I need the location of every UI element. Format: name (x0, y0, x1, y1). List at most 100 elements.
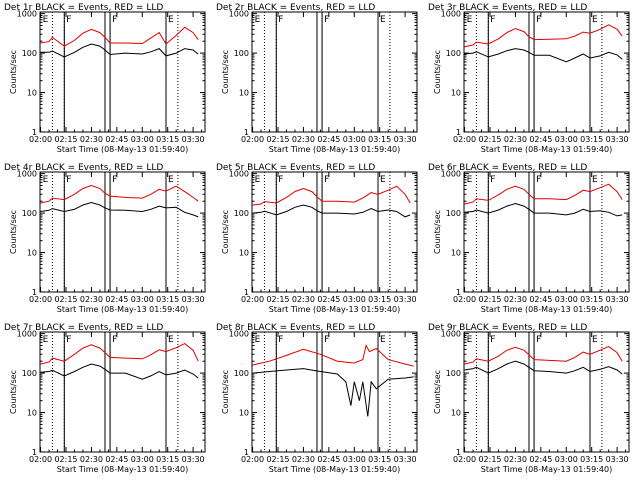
x-tick-label: 02:00 (241, 295, 264, 304)
x-axis-label: Start Time (08-May-13 01:59:40) (57, 465, 188, 474)
x-axis-label: Start Time (08-May-13 01:59:40) (57, 305, 188, 314)
flag-marker: F (112, 335, 117, 345)
events-series-line (252, 368, 414, 417)
detector-panel-3: Det 3r BLACK = Events, RED = LLD 1 10 100 10… (428, 3, 630, 154)
y-tick-label: 1 (244, 128, 249, 137)
x-axis-label: Start Time (08-May-13 01:59:40) (481, 305, 612, 314)
x-tick-label: 02:45 (317, 295, 340, 304)
y-tick-label: 1 (456, 288, 461, 297)
x-tick-label: 02:45 (529, 455, 552, 464)
x-tick-label: 03:30 (606, 455, 629, 464)
x-tick-label: 03:30 (182, 295, 205, 304)
x-tick-label: 02:45 (105, 455, 128, 464)
flag-marker: E (380, 175, 386, 185)
x-tick-label: 03:00 (131, 135, 154, 144)
x-tick-label: 02:30 (80, 295, 103, 304)
detector-panel-1: Det 1r BLACK = Events, RED = LLD 1 10 100 10… (4, 3, 206, 154)
x-tick-label: 02:15 (478, 295, 501, 304)
flag-marker: E (255, 175, 261, 185)
x-tick-label: 02:00 (453, 295, 476, 304)
x-tick-label: 02:15 (266, 135, 289, 144)
flag-marker: E (380, 15, 386, 25)
x-tick-label: 02:30 (292, 135, 315, 144)
flag-marker: E (43, 15, 49, 25)
panel-title: Det 5r BLACK = Events, RED = LLD (216, 163, 375, 173)
y-axis-label: Counts/sec (221, 210, 230, 254)
x-tick-label: 03:00 (555, 455, 578, 464)
flag-marker: F (324, 15, 329, 25)
flag-marker: F (536, 175, 541, 185)
x-tick-label: 02:15 (54, 295, 77, 304)
y-axis-label: Counts/sec (433, 50, 442, 94)
flag-marker: E (255, 335, 261, 345)
x-tick-label: 02:30 (292, 455, 315, 464)
y-tick-label: 1 (32, 128, 37, 137)
events-series-line (40, 363, 199, 380)
y-tick-label: 10 (451, 409, 461, 418)
x-tick-label: 02:00 (241, 455, 264, 464)
events-series-line (252, 204, 411, 218)
x-tick-label: 02:00 (241, 135, 264, 144)
x-tick-label: 02:00 (29, 135, 52, 144)
x-tick-label: 02:00 (453, 135, 476, 144)
y-tick-label: 10 (451, 249, 461, 258)
x-tick-label: 03:00 (555, 135, 578, 144)
plot-frame (251, 11, 418, 133)
y-axis-label: Counts/sec (9, 370, 18, 414)
flag-marker: F (278, 15, 283, 25)
flag-marker: F (324, 335, 329, 345)
x-tick-label: 02:00 (29, 295, 52, 304)
x-tick-label: 02:45 (105, 135, 128, 144)
x-axis-label: Start Time (08-May-13 01:59:40) (481, 145, 612, 154)
x-tick-label: 02:30 (80, 455, 103, 464)
y-tick-label: 10 (239, 409, 249, 418)
panel-title: Det 6r BLACK = Events, RED = LLD (428, 163, 587, 173)
y-axis-label: Counts/sec (221, 370, 230, 414)
y-tick-label: 1000 (229, 10, 249, 19)
detector-panel-8: Det 8r BLACK = Events, RED = LLD 1 10 100 10… (216, 323, 418, 474)
x-tick-label: 02:15 (266, 455, 289, 464)
detector-panel-5: Det 5r BLACK = Events, RED = LLD 1 10 100 10… (216, 163, 418, 314)
events-series-line (464, 48, 623, 63)
panel-title: Det 4r BLACK = Events, RED = LLD (4, 163, 163, 173)
flag-marker: F (536, 15, 541, 25)
x-tick-label: 03:00 (343, 455, 366, 464)
y-axis-label: Counts/sec (9, 210, 18, 254)
x-tick-label: 02:30 (292, 295, 315, 304)
x-tick-label: 03:15 (156, 455, 179, 464)
x-tick-label: 02:30 (80, 135, 103, 144)
y-tick-label: 100 (22, 49, 37, 58)
flag-marker: F (536, 335, 541, 345)
y-tick-label: 1000 (229, 330, 249, 339)
x-tick-label: 03:00 (131, 455, 154, 464)
y-axis-label: Counts/sec (221, 50, 230, 94)
x-tick-label: 02:00 (29, 455, 52, 464)
y-tick-label: 1 (32, 448, 37, 457)
events-series-line (40, 43, 199, 58)
flag-marker: F (66, 175, 71, 185)
flag-marker: E (467, 175, 473, 185)
plot-frame (39, 171, 206, 293)
x-axis-label: Start Time (08-May-13 01:59:40) (269, 305, 400, 314)
flag-marker: F (490, 175, 495, 185)
x-tick-label: 02:30 (504, 135, 527, 144)
x-tick-label: 03:30 (606, 295, 629, 304)
x-tick-label: 02:30 (504, 455, 527, 464)
flag-marker: F (66, 15, 71, 25)
x-tick-label: 02:15 (266, 295, 289, 304)
panel-title: Det 9r BLACK = Events, RED = LLD (428, 323, 587, 333)
x-tick-label: 03:15 (368, 455, 391, 464)
lld-series-line (252, 344, 414, 367)
x-tick-label: 03:15 (580, 455, 603, 464)
y-tick-label: 100 (22, 369, 37, 378)
flag-marker: E (255, 15, 261, 25)
x-axis-label: Start Time (08-May-13 01:59:40) (57, 145, 188, 154)
y-tick-label: 100 (234, 369, 249, 378)
y-tick-label: 100 (234, 49, 249, 58)
flag-marker: E (380, 335, 386, 345)
y-tick-label: 10 (239, 249, 249, 258)
y-tick-label: 10 (27, 89, 37, 98)
y-tick-label: 100 (446, 49, 461, 58)
flag-marker: F (490, 335, 495, 345)
